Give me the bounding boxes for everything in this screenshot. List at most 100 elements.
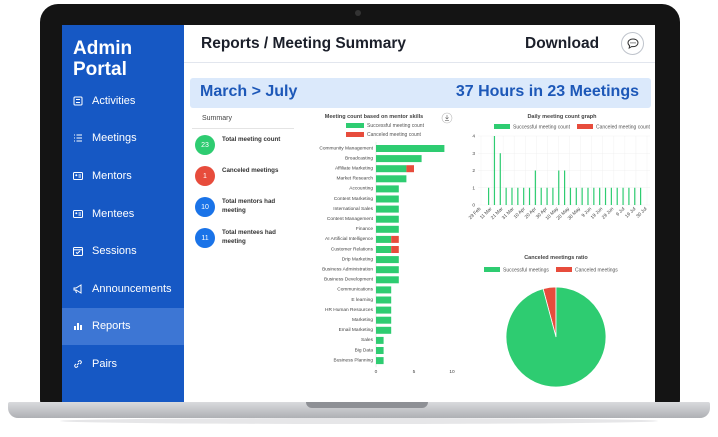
sidebar-item-label: Mentees (92, 207, 135, 220)
daily-chart: Daily meeting count graph Successful meet… (462, 112, 652, 237)
ratio-chart-svg: Canceled meetings ratio Successful meetin… (484, 255, 618, 388)
bar (564, 170, 566, 205)
bar (616, 187, 618, 205)
bar (587, 187, 589, 205)
sidebar-item-activities[interactable]: Activities (62, 82, 184, 120)
sidebar-item-mentors[interactable]: Mentors (62, 157, 184, 195)
sidebar-item-pairs[interactable]: Pairs (62, 345, 184, 383)
sidebar: Admin Portal Activities Meetings Mentors Me… (62, 25, 184, 402)
y-tick-label: Big Data (355, 347, 374, 353)
stat-badge: 1 (195, 166, 215, 186)
y-tick-label: Accounting (349, 186, 373, 192)
legend-label: Canceled meeting count (367, 132, 422, 138)
bar (488, 187, 490, 205)
sidebar-item-reports[interactable]: Reports (62, 307, 184, 346)
bar (575, 187, 577, 205)
download-button[interactable]: Download (525, 35, 600, 52)
y-tick-label: 4 (472, 134, 475, 140)
y-tick-label: Business Administration (322, 267, 373, 273)
sidebar-item-label: Meetings (92, 132, 137, 145)
daily-chart-svg: Daily meeting count graph Successful meet… (468, 114, 651, 222)
topbar: Reports / Meeting Summary Download (184, 25, 655, 63)
y-tick-label: AI Artificial Intelligence (325, 236, 373, 242)
ratio-chart: Canceled meetings ratio Successful meetin… (484, 253, 629, 393)
y-tick-label: Business Development (324, 277, 374, 283)
sidebar-item-label: Announcements (92, 282, 172, 295)
bar (376, 336, 384, 344)
list-icon (73, 133, 83, 143)
legend-swatch (346, 123, 364, 128)
legend-swatch (484, 267, 500, 272)
sidebar-item-announcements[interactable]: Announcements (62, 270, 184, 308)
y-tick-label: Community Management (319, 145, 373, 151)
x-tick-label: 19 Jul (624, 206, 637, 219)
bar (640, 187, 642, 205)
summary-title: Summary (192, 115, 294, 129)
chart-title: Daily meeting count graph (527, 114, 597, 120)
y-tick-label: Market Research (336, 176, 373, 182)
y-tick-label: Communications (337, 287, 373, 293)
y-tick-label: International Sales (333, 206, 373, 212)
y-tick-label: Customer Relations (331, 246, 374, 252)
stat-label: Total mentees had meeting (222, 229, 276, 245)
bar (376, 195, 399, 203)
summary-stat: 23 Total meeting count (192, 131, 294, 160)
bar (376, 296, 392, 304)
bar (376, 225, 399, 233)
bar (534, 170, 536, 205)
download-icon-ring (441, 112, 453, 124)
chat-button[interactable] (621, 32, 644, 55)
y-tick-label: Finance (356, 226, 373, 232)
bar (581, 187, 583, 205)
x-tick-label: 30 May (567, 206, 583, 222)
sidebar-item-meetings[interactable]: Meetings (62, 120, 184, 158)
legend-label: Successful meeting count (513, 125, 571, 131)
brand-title: Admin Portal (73, 38, 132, 80)
summary-panel: Summary 23 Total meeting count 1 Canceled m… (192, 115, 294, 253)
y-tick-label: Content Management (327, 216, 374, 222)
bar (376, 165, 407, 173)
activities-icon (73, 96, 83, 106)
legend-swatch (577, 124, 593, 129)
download-icon (441, 112, 453, 124)
bar (628, 187, 630, 205)
bar (499, 153, 501, 205)
camera-dot (355, 10, 361, 16)
sidebar-item-sessions[interactable]: Sessions (62, 232, 184, 270)
id-card-icon (73, 209, 83, 219)
chat-icon (626, 38, 639, 49)
y-tick-label: Content Marketing (334, 196, 374, 202)
main-content: Reports / Meeting Summary Download March… (184, 25, 655, 402)
y-tick-label: Email Marketing (339, 327, 374, 333)
x-tick-label: 31 Mar (501, 206, 516, 221)
bar (376, 347, 384, 354)
bar (546, 187, 548, 205)
x-tick-label: 10 (449, 369, 455, 375)
chart-title: Canceled meetings ratio (524, 255, 588, 261)
skills-chart: Meeting count based on mentor skills Succ… (306, 112, 456, 392)
y-tick-label: E learning (351, 297, 373, 303)
bar (610, 187, 612, 205)
brand-line-2: Portal (73, 59, 127, 80)
y-tick-label: 1 (472, 185, 475, 191)
laptop-notch (306, 402, 428, 408)
sidebar-item-mentees[interactable]: Mentees (62, 195, 184, 233)
y-tick-label: Affiliate Marketing (335, 166, 373, 172)
x-tick-label: 30 Jul (635, 206, 648, 219)
laptop-base (8, 402, 710, 418)
bar (376, 266, 399, 274)
sidebar-item-label: Pairs (92, 357, 118, 370)
bar (376, 235, 392, 243)
y-tick-label: Sales (361, 337, 374, 343)
stat-label: Canceled meetings (222, 167, 279, 174)
sidebar-item-label: Reports (92, 320, 131, 333)
bar-chart-icon (73, 321, 83, 331)
date-range: March > July (200, 83, 298, 100)
legend-label: Successful meeting count (367, 123, 425, 129)
y-tick-label: Business Planning (334, 357, 374, 363)
bar (558, 170, 560, 205)
stat-label: Total meeting count (222, 136, 281, 143)
bar (376, 286, 392, 294)
bar (376, 205, 399, 213)
x-tick-label: 5 (413, 369, 416, 375)
